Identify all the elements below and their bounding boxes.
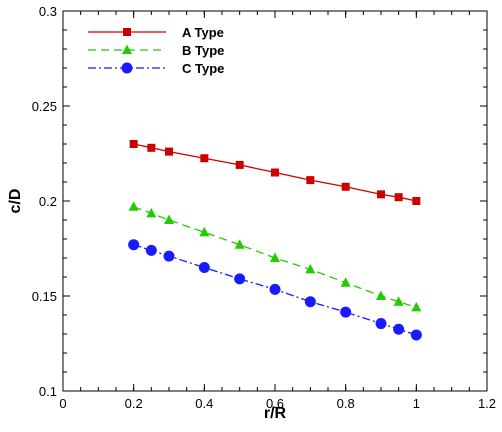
x-tick-label: 0.8	[337, 396, 355, 411]
data-point	[340, 306, 352, 318]
data-point	[165, 147, 173, 156]
data-point	[393, 323, 405, 335]
legend-label: C Type	[182, 61, 224, 76]
data-point	[164, 214, 174, 224]
series-layer	[128, 140, 422, 341]
legend-marker	[121, 62, 133, 74]
data-point	[146, 207, 157, 218]
data-point	[341, 182, 350, 191]
x-tick-label: 0	[59, 396, 66, 411]
y-axis-title: c/D	[7, 189, 24, 214]
legend-item: C Type	[88, 61, 224, 76]
legend-marker	[123, 28, 131, 36]
x-tick-label: 1	[413, 396, 420, 411]
legend: A Type B Type C Type	[88, 25, 224, 76]
data-point	[305, 263, 316, 274]
data-point	[163, 250, 175, 262]
series-c-type	[128, 239, 422, 341]
legend-label: B Type	[182, 43, 224, 58]
data-point	[306, 176, 315, 185]
data-point	[411, 301, 422, 312]
data-point	[269, 283, 281, 295]
legend-label: A Type	[182, 25, 224, 40]
data-point	[271, 168, 279, 177]
data-point	[147, 143, 156, 152]
data-point	[377, 190, 385, 199]
series-b-type	[128, 201, 422, 312]
x-axis-title: r/R	[264, 405, 287, 422]
data-point	[129, 140, 138, 148]
x-tick-label: 0.4	[195, 396, 213, 411]
data-point	[340, 277, 351, 287]
data-point	[270, 252, 280, 262]
data-point	[200, 154, 209, 163]
data-point	[410, 329, 422, 341]
y-tick-label: 0.3	[39, 4, 57, 19]
data-point	[234, 239, 245, 249]
data-point	[393, 296, 404, 306]
y-tick-label: 0.25	[32, 99, 57, 114]
data-point	[412, 197, 421, 205]
y-axis: 0.1 0.15 0.2 0.25 0.3	[32, 4, 487, 399]
x-tick-label: 0.6	[266, 396, 284, 411]
data-point	[234, 273, 246, 285]
data-point	[394, 193, 403, 202]
x-tick-label: 1.2	[478, 396, 496, 411]
data-point	[198, 262, 210, 273]
data-point	[376, 290, 386, 300]
legend-item: B Type	[88, 43, 224, 58]
data-point	[145, 244, 157, 256]
series-a-type	[129, 140, 421, 205]
data-point	[128, 201, 139, 211]
data-point	[304, 296, 316, 308]
y-tick-label: 0.2	[39, 194, 57, 209]
data-point	[199, 226, 210, 237]
legend-item: A Type	[88, 25, 224, 40]
x-tick-label: 0.2	[125, 396, 143, 411]
data-point	[128, 239, 140, 251]
y-tick-label: 0.15	[32, 289, 57, 304]
data-point	[235, 160, 244, 169]
data-point	[375, 318, 387, 330]
y-tick-label: 0.1	[39, 384, 57, 399]
legend-marker	[122, 44, 132, 54]
x-axis: 0 0.2 0.4 0.6 0.8 1 1.2	[59, 11, 496, 411]
